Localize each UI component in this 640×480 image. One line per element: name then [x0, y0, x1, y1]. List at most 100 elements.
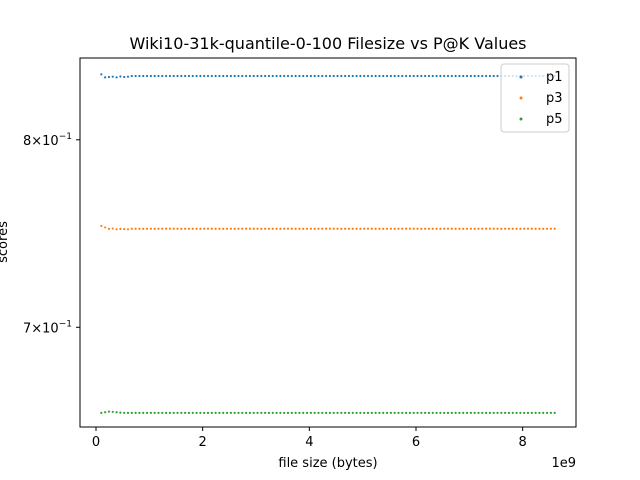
point-p3	[153, 227, 156, 230]
point-p3	[385, 227, 389, 230]
point-p1	[385, 74, 389, 78]
point-p1	[298, 74, 301, 78]
point-p5	[416, 411, 419, 414]
point-p5	[187, 411, 191, 414]
x-tick-label: 2	[199, 435, 207, 450]
point-p3	[336, 227, 339, 230]
chart-title: Wiki10-31k-quantile-0-100 Filesize vs P@…	[129, 34, 526, 53]
point-p1	[325, 74, 328, 78]
point-p3	[283, 227, 286, 230]
point-p3	[264, 227, 267, 230]
point-p5	[168, 411, 171, 414]
point-p3	[420, 227, 423, 230]
point-p1	[161, 74, 164, 78]
point-p3	[465, 227, 469, 230]
point-p3	[134, 227, 137, 230]
point-p1	[397, 74, 400, 78]
point-p3	[256, 227, 259, 230]
point-p1	[450, 74, 453, 78]
point-p5	[507, 411, 511, 414]
point-p5	[260, 411, 263, 414]
point-p3	[328, 227, 331, 230]
point-p3	[191, 227, 194, 230]
point-p5	[218, 411, 221, 414]
point-p1	[389, 74, 392, 78]
point-p5	[458, 411, 461, 414]
point-p1	[267, 74, 271, 78]
point-p5	[382, 411, 385, 414]
point-p3	[161, 227, 164, 230]
point-p5	[347, 411, 351, 414]
point-p3	[469, 227, 472, 230]
point-p3	[107, 227, 111, 231]
point-p3	[504, 227, 507, 230]
point-p3	[416, 227, 419, 230]
point-p5	[241, 411, 244, 414]
point-p1	[492, 74, 495, 78]
legend-marker-p1	[519, 75, 523, 79]
point-p1	[225, 74, 229, 78]
point-p1	[168, 74, 171, 78]
point-p3	[496, 227, 499, 230]
point-p1	[359, 74, 362, 78]
point-p1	[111, 75, 114, 78]
point-p5	[157, 411, 160, 414]
point-p3	[252, 227, 255, 230]
point-p5	[427, 411, 431, 414]
point-p1	[283, 74, 286, 78]
point-p3	[203, 227, 206, 230]
point-p5	[138, 411, 141, 414]
y-axis: 7×10−1 8×10−1	[23, 132, 80, 336]
point-p3	[435, 227, 438, 230]
point-p3	[439, 227, 442, 230]
point-p5	[340, 411, 343, 414]
point-p5	[245, 411, 248, 414]
point-p1	[424, 74, 427, 78]
point-p3	[199, 227, 202, 230]
point-p5	[405, 411, 408, 414]
point-p3	[325, 227, 328, 230]
point-p3	[267, 227, 271, 230]
point-p3	[374, 227, 377, 230]
point-p5	[351, 411, 354, 414]
point-p1	[184, 74, 187, 78]
point-p3	[172, 227, 175, 230]
point-p3	[397, 227, 400, 230]
point-p5	[435, 411, 438, 414]
point-p5	[237, 411, 240, 414]
point-p3	[225, 227, 229, 230]
point-p5	[504, 411, 507, 414]
point-p5	[126, 411, 130, 414]
x-tick-label: 4	[305, 435, 313, 450]
point-p5	[298, 411, 301, 414]
point-p1	[165, 74, 168, 78]
point-p1	[420, 74, 423, 78]
point-p5	[363, 411, 366, 414]
point-p1	[233, 74, 236, 78]
point-p5	[420, 411, 423, 414]
point-p1	[180, 74, 183, 78]
point-p1	[237, 74, 240, 78]
point-p3	[545, 227, 549, 230]
point-p1	[138, 74, 141, 78]
point-p3	[100, 224, 103, 228]
point-p3	[138, 227, 141, 230]
point-p5	[553, 411, 556, 414]
point-p5	[134, 411, 137, 414]
point-p5	[408, 411, 411, 414]
point-p3	[340, 227, 343, 230]
point-p5	[446, 411, 450, 414]
point-p5	[332, 411, 335, 414]
point-p1	[305, 74, 309, 78]
point-p1	[481, 74, 484, 78]
legend-label-p3: p3	[546, 91, 563, 106]
point-p1	[317, 74, 320, 78]
point-p3	[454, 227, 457, 230]
point-p1	[347, 74, 351, 78]
point-p3	[363, 227, 366, 230]
point-p1	[123, 75, 126, 79]
point-p1	[294, 74, 297, 78]
point-p5	[176, 411, 179, 414]
point-p3	[237, 227, 240, 230]
